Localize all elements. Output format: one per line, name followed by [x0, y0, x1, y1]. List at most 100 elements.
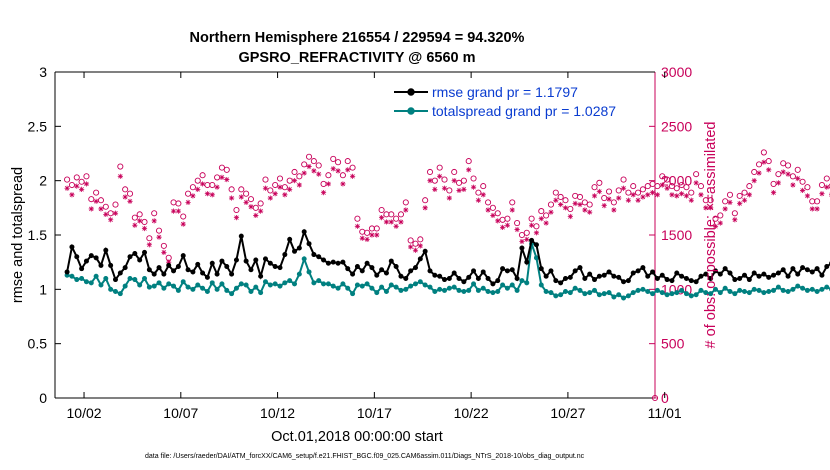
totalspread-point — [98, 282, 104, 288]
obs-possible-point — [315, 162, 322, 169]
rmse-point — [621, 279, 627, 285]
obs-assimilated-point — [340, 181, 346, 187]
rmse-point — [219, 258, 225, 264]
obs-assimilated-point — [224, 176, 230, 183]
totalspread-point — [621, 295, 627, 301]
rmse-point — [693, 279, 699, 285]
obs-assimilated-point — [819, 191, 825, 197]
totalspread-point — [229, 291, 235, 297]
obs-assimilated-point — [383, 219, 390, 225]
rmse-point — [79, 266, 85, 272]
obs-assimilated-point — [466, 167, 472, 173]
y-tick-label-left: 1 — [39, 281, 47, 297]
totalspread-point — [775, 284, 781, 290]
obs-possible-point — [305, 153, 313, 160]
obs-assimilated-point — [746, 192, 752, 198]
obs-assimilated-point — [185, 199, 191, 205]
obs-possible-point — [533, 223, 540, 230]
obs-assimilated-point — [587, 209, 593, 215]
totalspread-point — [674, 290, 680, 296]
totalspread-point — [766, 289, 772, 295]
obs-possible-point — [272, 181, 279, 189]
obs-assimilated-point — [349, 173, 356, 179]
rmse-point — [592, 277, 598, 283]
obs-possible-point — [654, 183, 661, 190]
totalspread-point — [137, 282, 143, 288]
totalspread-point — [287, 278, 293, 284]
totalspread-point — [601, 291, 607, 297]
totalspread-point — [354, 282, 360, 288]
obs-possible-point — [697, 183, 705, 190]
rmse-point — [548, 268, 554, 274]
obs-assimilated-point — [809, 206, 815, 212]
rmse-point — [64, 269, 70, 275]
obs-possible-point — [160, 242, 167, 249]
obs-possible-point — [625, 189, 632, 196]
obs-possible-point — [189, 184, 196, 191]
obs-possible-point — [388, 211, 395, 218]
obs-assimilated-point — [398, 219, 404, 225]
obs-possible-point — [422, 197, 429, 204]
legend-marker-rmse — [407, 88, 415, 96]
rmse-point — [654, 275, 660, 281]
rmse-point — [824, 264, 830, 270]
totalspread-point — [316, 278, 322, 284]
obs-possible-point — [755, 161, 763, 168]
obs-possible-point — [407, 237, 414, 244]
obs-assimilated-point — [606, 196, 612, 202]
obs-assimilated-point — [272, 191, 278, 197]
obs-possible-point — [514, 219, 521, 227]
obs-possible-point — [712, 215, 719, 222]
totalspread-point — [209, 280, 215, 286]
rmse-point — [175, 264, 181, 270]
totalspread-point — [625, 293, 631, 299]
rmse-point — [790, 266, 796, 272]
rmse-point — [330, 259, 336, 265]
obs-assimilated-point — [146, 242, 152, 248]
totalspread-point — [374, 290, 380, 296]
rmse-point — [364, 260, 370, 266]
obs-possible-point — [581, 199, 588, 206]
obs-possible-point — [194, 177, 201, 184]
obs-possible-point — [620, 176, 627, 183]
totalspread-point — [292, 281, 298, 287]
rmse-point — [253, 257, 259, 263]
obs-possible-point — [117, 163, 124, 170]
obs-assimilated-point — [625, 197, 631, 203]
obs-possible-point — [547, 201, 555, 208]
rmse-point — [200, 270, 206, 276]
obs-possible-point — [557, 193, 564, 201]
rmse-point — [127, 254, 133, 260]
obs-assimilated-point — [495, 218, 501, 224]
obs-assimilated-point — [296, 182, 302, 188]
obs-assimilated-point — [475, 197, 481, 203]
obs-assimilated-point — [514, 226, 520, 233]
obs-possible-point — [601, 195, 608, 202]
obs-assimilated-point — [664, 185, 670, 191]
totalspread-point — [427, 284, 433, 290]
obs-assimilated-point — [229, 195, 235, 201]
obs-possible-point — [494, 210, 501, 217]
rmse-point — [456, 275, 462, 281]
obs-assimilated-point — [451, 178, 457, 184]
obs-possible-point — [155, 227, 163, 234]
rmse-point — [137, 257, 143, 263]
rmse-point — [442, 277, 448, 283]
obs-possible-point — [489, 204, 496, 211]
rmse-point — [601, 272, 607, 278]
totalspread-point — [461, 289, 467, 295]
obs-assimilated-point — [214, 184, 220, 190]
totalspread-point — [490, 290, 496, 296]
rmse-point — [301, 229, 307, 235]
totalspread-point — [509, 282, 515, 288]
rmse-point — [582, 275, 588, 281]
obs-assimilated-point — [432, 186, 438, 192]
rmse-point — [761, 271, 767, 277]
obs-assimilated-point — [364, 236, 370, 242]
y-tick-label-right: 2500 — [661, 118, 692, 134]
rmse-point — [277, 265, 283, 271]
obs-assimilated-point — [480, 192, 486, 198]
totalspread-point — [321, 281, 327, 287]
y-tick-label-right: 2000 — [661, 173, 692, 189]
obs-assimilated-point — [316, 171, 322, 177]
